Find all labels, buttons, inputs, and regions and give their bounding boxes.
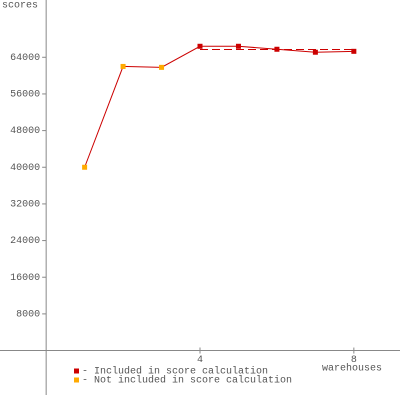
y-tick-label: 8000 [16, 310, 40, 321]
y-tick-label: 24000 [10, 236, 40, 247]
data-point [351, 48, 357, 54]
data-point [159, 64, 165, 70]
y-tick-label: 32000 [10, 200, 40, 211]
y-tick-label: 16000 [10, 273, 40, 284]
x-axis-label: warehouses [322, 363, 382, 375]
legend-label: - Not included in score calculation [82, 375, 292, 387]
y-axis-label: scores [2, 1, 38, 12]
x-tick-label: 8 [351, 355, 357, 366]
data-point [235, 43, 241, 49]
x-tick-label: 4 [197, 355, 203, 366]
legend-marker [74, 368, 79, 374]
data-point [312, 49, 318, 55]
y-tick-label: 40000 [10, 163, 40, 174]
legend-marker [74, 377, 79, 383]
y-tick-label: 64000 [10, 53, 40, 64]
data-line [84, 45, 354, 168]
y-tick-label: 56000 [10, 90, 40, 101]
legend-label: - Included in score calculation [82, 366, 268, 378]
data-point [82, 164, 88, 170]
data-point [120, 63, 126, 69]
data-point [197, 43, 203, 49]
data-point [274, 46, 280, 52]
y-tick-label: 48000 [10, 126, 40, 137]
